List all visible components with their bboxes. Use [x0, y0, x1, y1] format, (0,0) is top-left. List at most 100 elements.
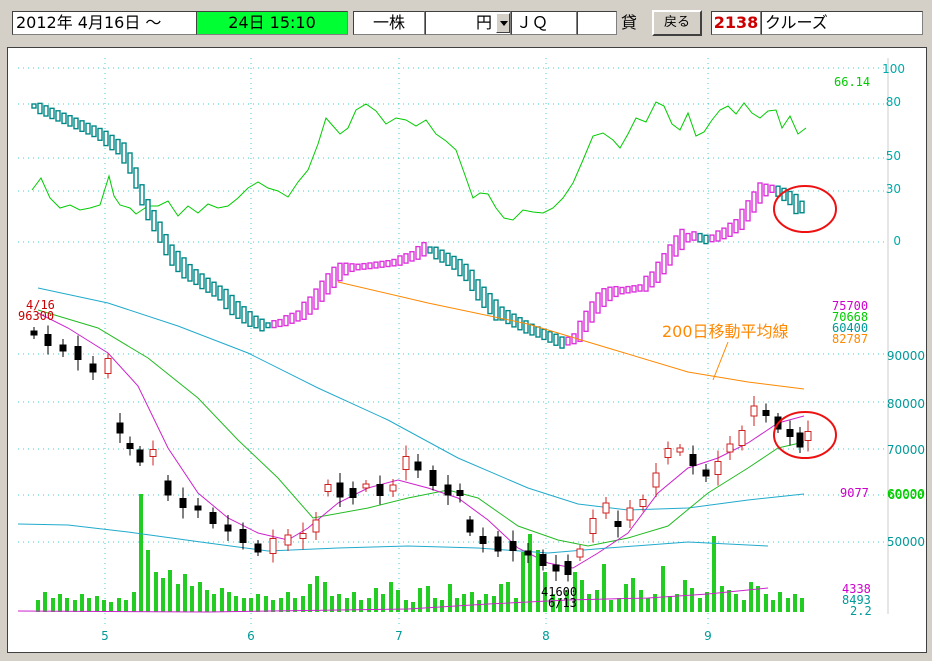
ma200-label: 200日移動平均線 — [662, 322, 789, 341]
first-date-label: 4/16 — [26, 298, 55, 312]
pnf-mark-82 — [523, 320, 529, 334]
candle-body-51 — [714, 461, 722, 475]
candle-body-50 — [702, 469, 710, 477]
volume-bar-50 — [404, 600, 408, 612]
pnf-mark-122 — [763, 183, 769, 197]
pnf-mark-8 — [79, 120, 85, 133]
pnf-mark-12 — [103, 130, 109, 147]
volume-bar-34 — [286, 592, 290, 612]
candle-body-32 — [466, 519, 474, 533]
pnf-mark-76 — [487, 292, 493, 315]
volume-bar-82 — [639, 590, 643, 612]
pnf-mark-15 — [121, 142, 127, 164]
volume-bar-7 — [87, 598, 91, 612]
volume-bar-73 — [573, 572, 577, 612]
x-tick-8: 8 — [542, 629, 550, 643]
x-tick-9: 9 — [704, 629, 712, 643]
volume-bar-63 — [499, 584, 503, 612]
volume-bar-0 — [36, 600, 40, 612]
candle-body-52 — [726, 443, 734, 453]
stock-name-field: クルーズ — [761, 11, 923, 35]
volume-bar-24 — [212, 594, 216, 612]
osc-tick-80: 80 — [886, 95, 901, 109]
candle-body-47 — [664, 448, 672, 458]
first-price-label: 96300 — [18, 309, 54, 323]
pnf-mark-83 — [529, 323, 535, 336]
volume-overlap-label: 60000 — [888, 488, 924, 502]
pnf-mark-27 — [193, 269, 199, 286]
price-tick-80000: 80000 — [887, 397, 925, 411]
ma75-line — [37, 287, 805, 511]
stock-name: クルーズ — [765, 13, 828, 32]
pnf-mark-108 — [679, 228, 685, 251]
pnf-mark-69 — [445, 252, 451, 267]
candle-body-20 — [312, 519, 320, 533]
pnf-mark-56 — [367, 262, 373, 270]
volume-bar-56 — [448, 584, 452, 612]
volume-bar-79 — [617, 598, 621, 612]
candle-body-6 — [116, 422, 124, 434]
volume-bar-26 — [227, 592, 231, 612]
pnf-mark-10 — [91, 125, 97, 138]
pnf-mark-45 — [301, 301, 307, 321]
volume-bar-100 — [771, 600, 775, 612]
x-axis: 5 6 7 8 9 — [101, 629, 712, 643]
candle-body-34 — [494, 536, 502, 552]
oscillator-line — [31, 101, 807, 221]
candle-body-15 — [239, 529, 247, 543]
price-tick-50000: 50000 — [887, 535, 925, 549]
candle-body-1 — [44, 334, 52, 346]
candle-body-14 — [224, 524, 232, 532]
volume-bar-91 — [705, 592, 709, 612]
chart-frame: 100 80 50 30 0 66.14 90000 80000 70000 6… — [7, 47, 927, 653]
volume-bar-38 — [315, 576, 319, 612]
price-axis: 90000 80000 70000 60000 50000 — [887, 349, 925, 549]
volume-bar-13 — [132, 592, 136, 612]
candle-body-24 — [362, 483, 370, 489]
pnf-mark-109 — [685, 232, 691, 243]
volume-bars — [17, 494, 804, 613]
pnf-mark-64 — [415, 245, 421, 260]
volume-bar-44 — [359, 600, 363, 612]
osc-tick-30: 30 — [886, 182, 901, 196]
volume-bar-42 — [345, 598, 349, 612]
volume-bar-95 — [734, 594, 738, 612]
pnf-mark-60 — [391, 258, 397, 267]
candle-body-19 — [299, 533, 307, 539]
pnf-mark-1 — [37, 102, 43, 115]
volume-bar-19 — [176, 584, 180, 612]
pnf-mark-51 — [337, 262, 343, 282]
candle-body-38 — [552, 564, 560, 572]
volume-bar-60 — [477, 600, 481, 612]
pnf-mark-23 — [169, 244, 175, 266]
volume-bar-43 — [352, 592, 356, 612]
pnf-mark-30 — [211, 281, 217, 297]
price-tick-70000: 70000 — [887, 443, 925, 457]
pnf-mark-121 — [757, 182, 763, 204]
pnf-mark-37 — [253, 315, 259, 329]
volume-bar-68 — [536, 550, 540, 612]
pnf-mark-67 — [433, 246, 439, 260]
back-button[interactable]: 戻る — [652, 10, 702, 36]
pnf-mark-59 — [385, 259, 391, 268]
pnf-mark-89 — [565, 336, 571, 346]
date-range-end-field[interactable]: 24日 15:10 — [196, 11, 348, 35]
candle-body-0 — [30, 330, 38, 336]
pnf-mark-28 — [199, 273, 205, 290]
chevron-down-icon[interactable] — [496, 13, 510, 33]
volume-value-1: 4338 — [842, 582, 871, 596]
volume-bar-87 — [675, 594, 679, 612]
price-tick-90000: 90000 — [887, 349, 925, 363]
pnf-mark-11 — [97, 127, 103, 141]
stock-code-field[interactable]: 2138 — [711, 11, 761, 35]
volume-bar-1 — [43, 592, 47, 612]
volume-bar-101 — [778, 592, 782, 612]
candle-body-39 — [564, 561, 572, 575]
volume-bar-53 — [426, 586, 430, 612]
volume-bar-36 — [301, 596, 305, 612]
pnf-mark-116 — [727, 222, 733, 238]
candle-body-8 — [136, 449, 144, 463]
candle-body-16 — [254, 543, 262, 553]
pnf-mark-38 — [259, 318, 265, 332]
candle-body-5 — [104, 358, 112, 374]
